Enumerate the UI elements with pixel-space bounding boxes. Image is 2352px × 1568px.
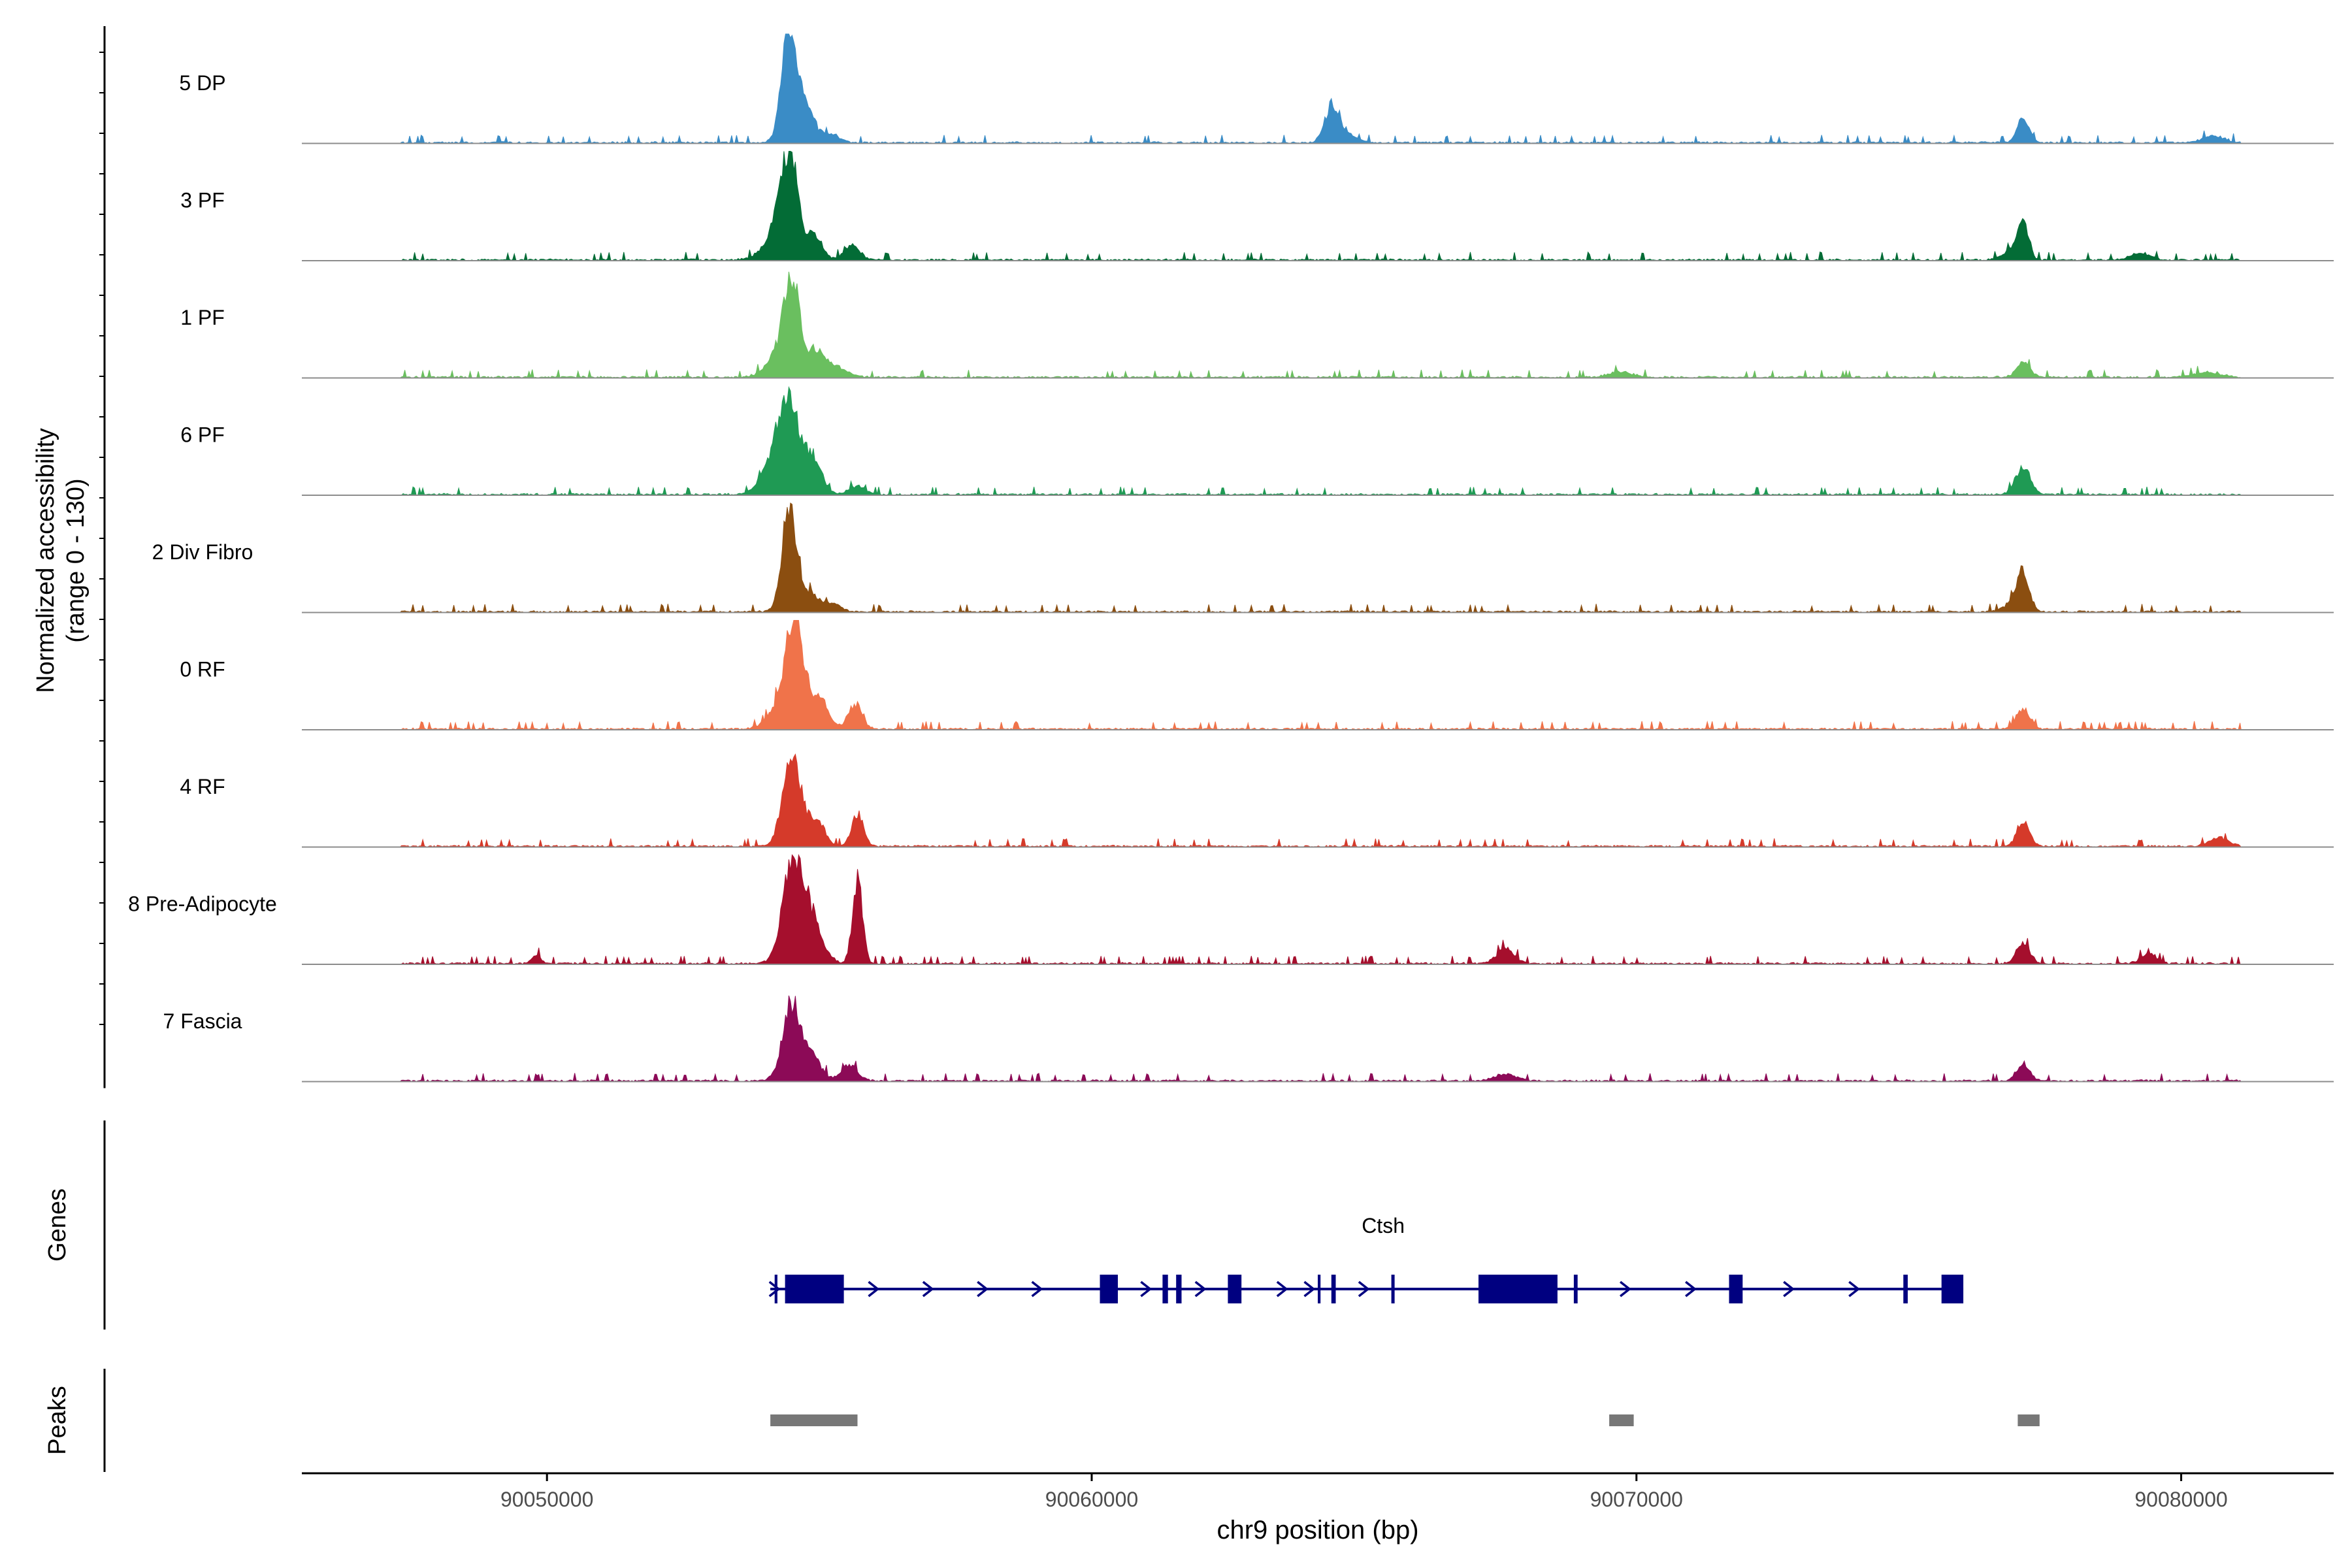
track-label: 8 Pre-Adipocyte [128, 892, 277, 916]
track-label: 1 PF [180, 306, 225, 329]
gene-strand-arrow [1783, 1281, 1795, 1298]
gene-exon [1573, 1275, 1578, 1303]
x-axis-ticks: 90050000 90060000 90070000 90080000 [500, 1473, 2228, 1511]
coverage-area [399, 271, 2242, 379]
gene-exon [1478, 1275, 1558, 1303]
x-axis: 90050000 90060000 90070000 90080000 chr9 po… [302, 1472, 2334, 1544]
gene-exon [1391, 1275, 1395, 1303]
gene-strand-arrow [1140, 1281, 1152, 1298]
gene-exon [1162, 1275, 1168, 1303]
gene-strand-arrow [768, 1281, 781, 1298]
gene-exon [1228, 1275, 1242, 1303]
gene-exon [1318, 1275, 1321, 1303]
coverage-area [399, 995, 2242, 1083]
coverage-area [399, 33, 2242, 144]
track-5-dp: 5 DP [179, 33, 2334, 144]
accessibility-y-axis [99, 26, 106, 1088]
track-label: 2 Div Fibro [152, 540, 253, 564]
x-tick-label: 90080000 [2134, 1488, 2227, 1511]
peaks-panel: Peaks [44, 1369, 2040, 1472]
gene-strand-arrow [868, 1281, 880, 1298]
gene-name-label: Ctsh [1362, 1214, 1405, 1237]
peak-region [2017, 1414, 2040, 1426]
track-8-pre-adipocyte: 8 Pre-Adipocyte [128, 853, 2334, 965]
gene-model [768, 1275, 1964, 1303]
gene-exon [1729, 1275, 1743, 1303]
gene-exon [1176, 1275, 1182, 1303]
gene-strand-arrow [1194, 1281, 1207, 1298]
x-tick-label: 90050000 [500, 1488, 593, 1511]
gene-strand-arrow [1031, 1281, 1043, 1298]
peaks-axis-label: Peaks [44, 1386, 71, 1455]
gene-strand-arrow [1276, 1281, 1288, 1298]
track-1-pf: 1 PF [180, 271, 2334, 379]
x-tick-label: 90060000 [1045, 1488, 1138, 1511]
track-label: 0 RF [180, 658, 225, 681]
track-label: 7 Fascia [163, 1009, 242, 1033]
gene-strand-arrow [1685, 1281, 1697, 1298]
peak-region [1609, 1414, 1634, 1426]
gene-strand-arrow [977, 1281, 989, 1298]
track-2-div-fibro: 2 Div Fibro [152, 502, 2334, 613]
coverage-tracks: 5 DP 3 PF 1 PF 6 PF 2 Div Fibro 0 RF 4 RF 8 Pre… [128, 33, 2334, 1083]
gene-exon [1941, 1275, 1964, 1303]
track-4-rf: 4 RF [180, 753, 2334, 848]
track-7-fascia: 7 Fascia [163, 995, 2334, 1083]
gene-exon [785, 1275, 844, 1303]
genes-panel: Genes Ctsh [44, 1120, 1964, 1330]
coverage-area [399, 853, 2243, 965]
track-0-rf: 0 RF [180, 620, 2334, 730]
track-label: 5 DP [179, 71, 225, 95]
coverage-area [400, 385, 2242, 496]
track-3-pf: 3 PF [180, 151, 2334, 261]
gene-strand-arrow [1848, 1281, 1861, 1298]
coverage-area [400, 151, 2242, 261]
gene-exon [1331, 1275, 1336, 1303]
y-axis-label-line1: Normalized accessibility [32, 428, 59, 693]
gene-exon [1100, 1275, 1118, 1303]
y-axis-label-line2: (range 0 - 130) [62, 478, 90, 642]
genes-axis-label: Genes [44, 1188, 71, 1262]
gene-strand-arrow [1358, 1281, 1370, 1298]
track-label: 3 PF [180, 189, 225, 212]
gene-exon [1903, 1275, 1908, 1303]
gene-strand-arrow [922, 1281, 934, 1298]
peak-region [770, 1414, 858, 1426]
gene-strand-arrow [1620, 1281, 1631, 1298]
coverage-area [399, 620, 2242, 730]
gene-exon [774, 1275, 777, 1303]
peak-regions [770, 1414, 2040, 1426]
track-6-pf: 6 PF [180, 385, 2334, 496]
track-label: 4 RF [180, 775, 225, 798]
x-axis-title: chr9 position (bp) [1217, 1516, 1418, 1544]
track-label: 6 PF [180, 423, 225, 447]
coverage-area [399, 753, 2242, 848]
gene-strand-arrow [1303, 1281, 1316, 1298]
coverage-area [399, 502, 2242, 613]
x-tick-label: 90070000 [1590, 1488, 1683, 1511]
